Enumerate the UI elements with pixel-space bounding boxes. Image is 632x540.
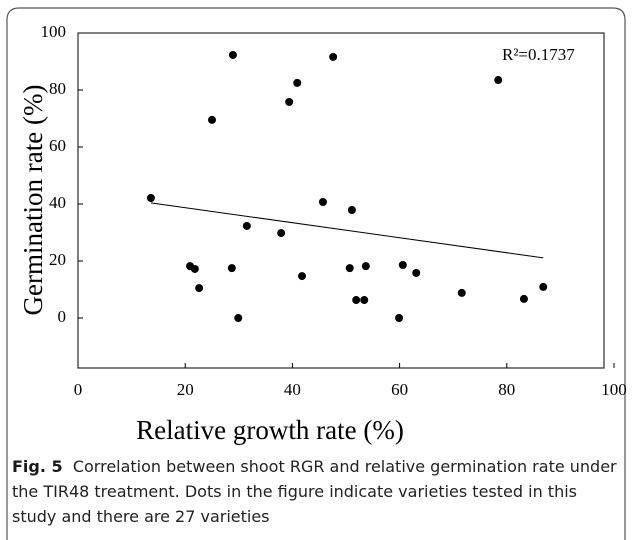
data-point (293, 78, 302, 87)
x-tick-label: 60 (391, 380, 408, 399)
data-point (318, 198, 327, 207)
data-point (519, 294, 528, 303)
data-point (227, 264, 236, 273)
data-point (190, 264, 199, 273)
data-point (329, 52, 338, 61)
x-tick-label: 100 (601, 380, 627, 399)
data-point (285, 97, 294, 106)
y-tick-label: 40 (49, 193, 66, 212)
y-axis-label: Germination rate (%) (18, 85, 48, 316)
y-tick-label: 0 (58, 307, 67, 326)
data-point (277, 229, 286, 238)
data-point (539, 282, 548, 291)
y-tick-label: 20 (49, 250, 66, 269)
figure-frame (6, 7, 626, 540)
data-point (146, 194, 155, 203)
data-point (345, 264, 354, 273)
data-point (398, 260, 407, 269)
trendline (150, 202, 544, 259)
x-tick-label: 80 (498, 380, 515, 399)
x-tick-label: 0 (74, 380, 83, 399)
data-point (361, 262, 370, 271)
data-point (228, 50, 237, 59)
x-tick-label: 20 (177, 380, 194, 399)
caption-text: Correlation between shoot RGR and relati… (12, 457, 617, 526)
data-point (208, 115, 216, 124)
x-axis-label: Relative growth rate (%) (136, 415, 404, 445)
caption-label: Fig. 5 (12, 457, 63, 476)
data-point (195, 284, 204, 293)
data-point (395, 314, 404, 322)
x-tick-label: 40 (284, 380, 301, 399)
data-point (347, 205, 356, 214)
y-tick-label: 100 (41, 22, 67, 41)
data-point (242, 221, 251, 230)
data-point (457, 288, 466, 297)
y-tick-label: 60 (49, 136, 66, 155)
caption: Fig. 5 Correlation between shoot RGR and… (12, 454, 617, 529)
plot-box (77, 32, 605, 369)
data-point (234, 314, 243, 322)
data-point (494, 76, 503, 85)
data-point (352, 296, 361, 305)
data-point (298, 272, 307, 281)
y-tick-label: 80 (49, 79, 66, 98)
r-squared-annotation: R²=0.1737 (502, 45, 575, 64)
data-point (360, 296, 369, 305)
data-point (412, 268, 421, 277)
